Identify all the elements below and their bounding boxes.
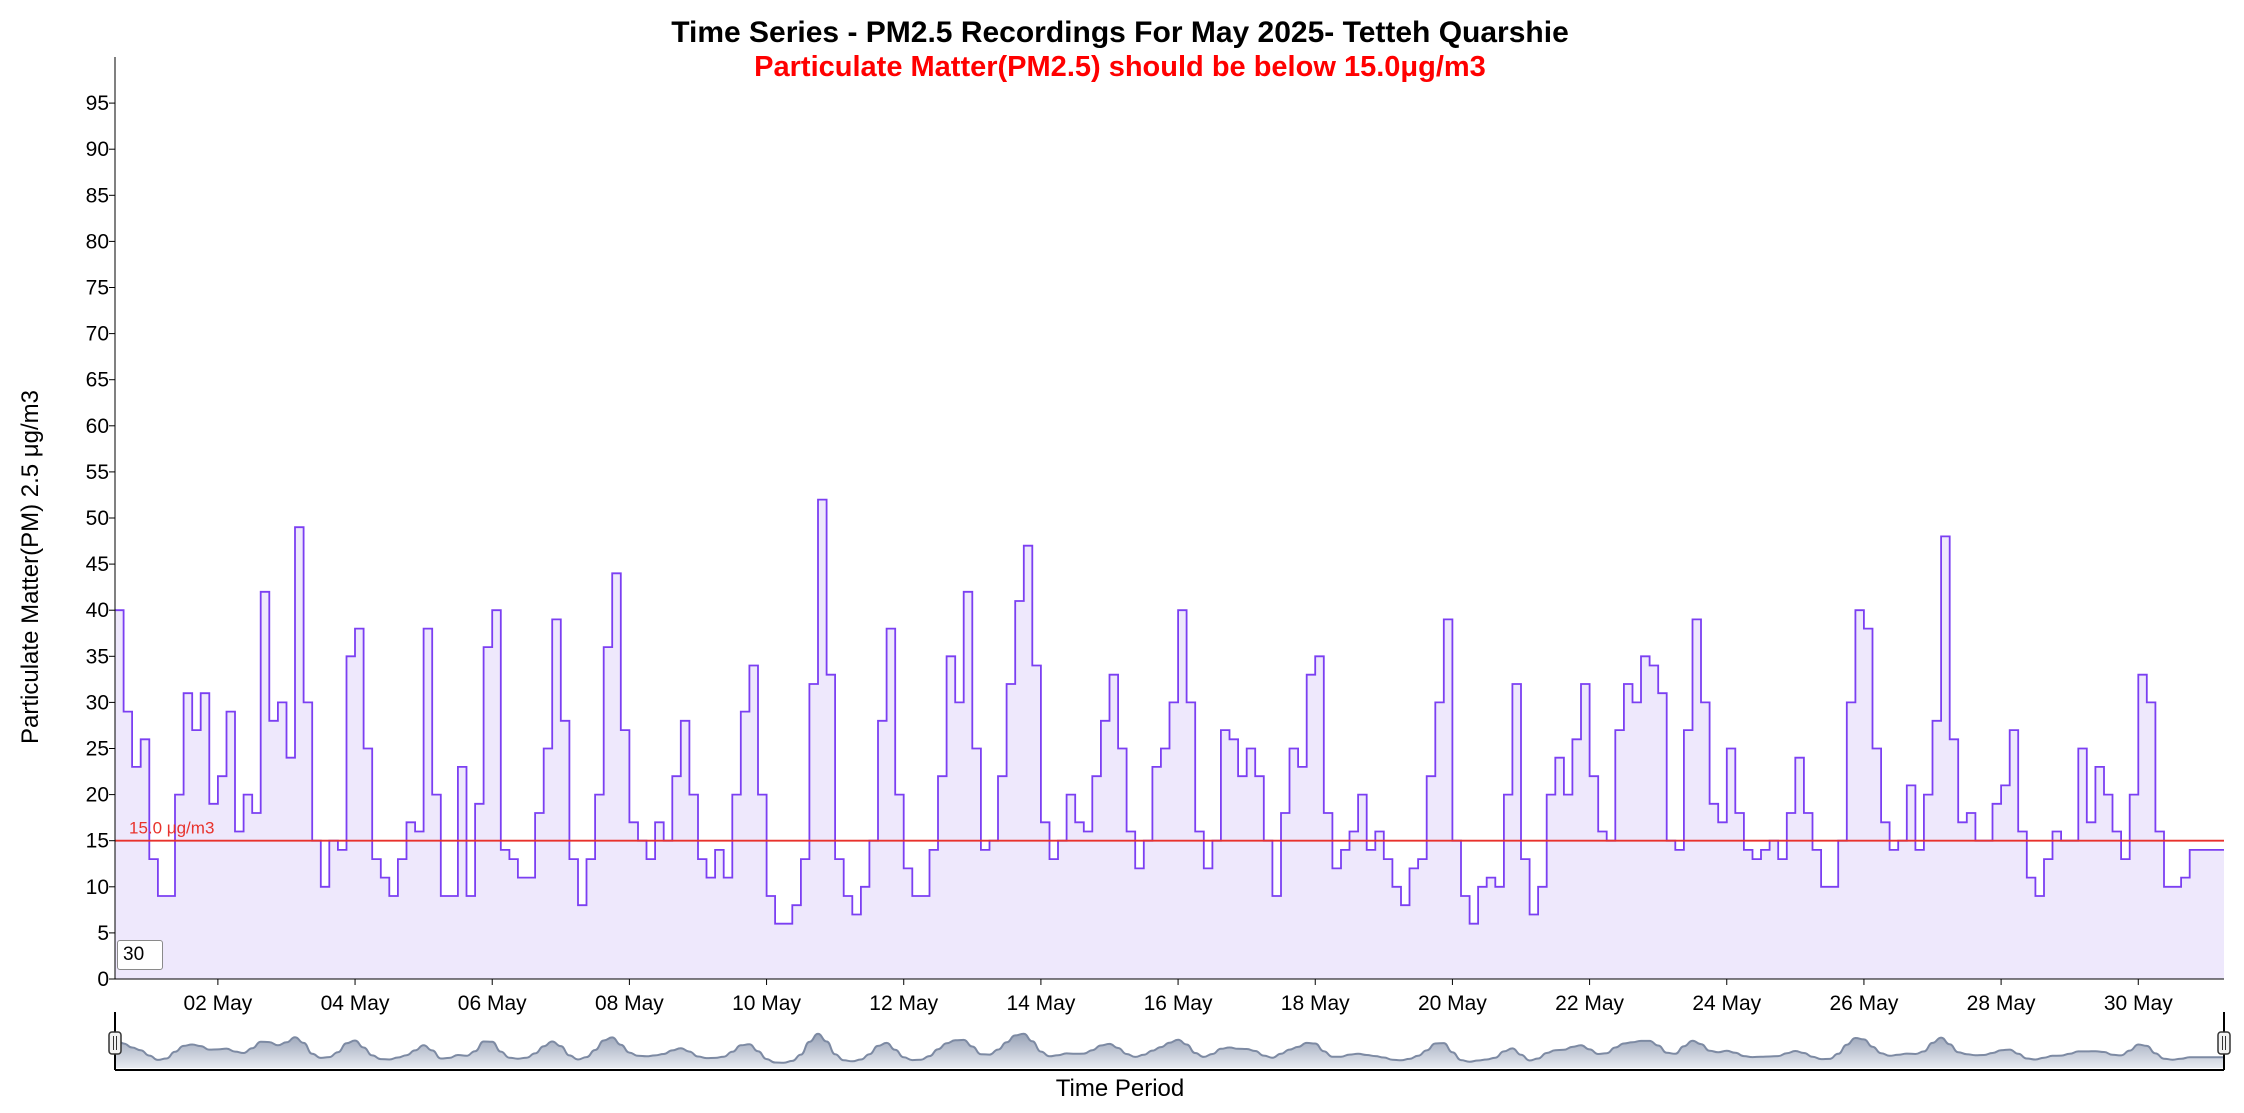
x-tick-label: 14 May — [1006, 992, 1075, 1015]
x-tick-label: 22 May — [1555, 992, 1624, 1015]
plot-area: 15.0 μg/m3 — [115, 498, 2224, 979]
x-axis-title: Time Period — [1056, 1075, 1184, 1102]
handle-grip — [108, 1031, 122, 1055]
y-tick-label: 90 — [86, 138, 109, 161]
x-tick-label: 10 May — [732, 992, 801, 1015]
y-tick-label: 55 — [86, 461, 109, 484]
handle-grip — [2217, 1031, 2231, 1055]
y-tick-label: 5 — [97, 922, 109, 945]
navigator-line — [114, 1032, 2224, 1064]
y-tick-label: 70 — [86, 323, 109, 346]
axes: 0 5 10 15 20 25 30 35 40 45 50 55 60 65 70 75 80 85 90 95 02… — [86, 57, 2224, 1015]
x-tick-label: 30 May — [2104, 992, 2173, 1015]
y-tick-label: 45 — [86, 553, 109, 576]
x-tick-label: 18 May — [1281, 992, 1350, 1015]
y-tick-label: 85 — [86, 184, 109, 207]
x-tick-label: 24 May — [1692, 992, 1761, 1015]
threshold-label: 15.0 μg/m3 — [129, 819, 214, 838]
y-tick-label: 75 — [86, 277, 109, 300]
y-tick-label: 30 — [86, 691, 109, 714]
chart-subtitle: Particulate Matter(PM2.5) should be belo… — [754, 51, 1486, 83]
chart-title: Time Series - PM2.5 Recordings For May 2… — [671, 16, 1569, 49]
x-tick-label: 02 May — [183, 992, 252, 1015]
x-tick-label: 06 May — [458, 992, 527, 1015]
y-tick-label: 15 — [86, 830, 109, 853]
navigator-left-handle[interactable] — [108, 1031, 122, 1055]
x-tick-label: 08 May — [595, 992, 664, 1015]
x-tick-label: 28 May — [1967, 992, 2036, 1015]
x-tick-label: 04 May — [321, 992, 390, 1015]
rolling-window-input[interactable]: 30 — [117, 940, 163, 970]
navigator-right-handle[interactable] — [2217, 1031, 2231, 1055]
y-tick-label: 20 — [86, 784, 109, 807]
x-tick-label: 12 May — [869, 992, 938, 1015]
x-tick-label: 26 May — [1829, 992, 1898, 1015]
y-tick-label: 35 — [86, 645, 109, 668]
y-tick-label: 80 — [86, 230, 109, 253]
y-tick-label: 50 — [86, 507, 109, 530]
x-tick-label: 16 May — [1144, 992, 1213, 1015]
navigator-area — [115, 1033, 2224, 1068]
y-tick-label: 95 — [86, 92, 109, 115]
range-navigator[interactable] — [108, 1012, 2231, 1071]
y-tick-label: 10 — [86, 876, 109, 899]
y-tick-label: 65 — [86, 369, 109, 392]
y-axis-title: Particulate Matter(PM) 2.5 μg/m3 — [17, 390, 44, 744]
y-tick-label: 40 — [86, 599, 109, 622]
y-tick-label: 60 — [86, 415, 109, 438]
y-tick-label: 0 — [97, 968, 109, 991]
y-tick-label: 25 — [86, 738, 109, 761]
x-tick-label: 20 May — [1418, 992, 1487, 1015]
